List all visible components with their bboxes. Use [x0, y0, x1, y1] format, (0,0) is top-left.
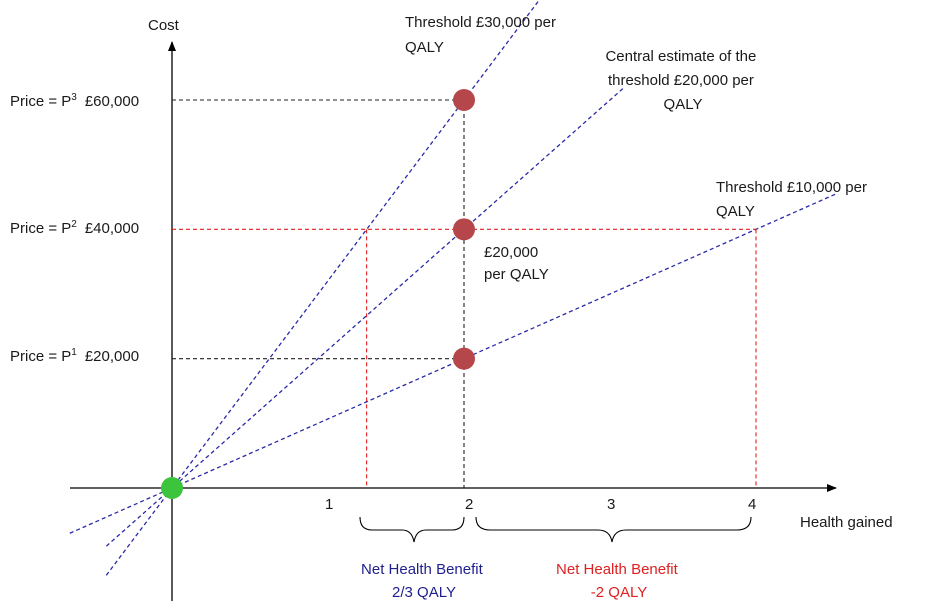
point-annotation: £20,000 per QALY: [484, 244, 549, 283]
price-p2-label: Price = P2 £40,000: [10, 219, 139, 237]
data-points: [161, 89, 475, 499]
price-p1-label: Price = P1 £20,000: [10, 347, 139, 365]
x-tick-labels: 1 2 3 4: [325, 496, 756, 513]
threshold-30000-line: [105, 0, 541, 576]
x-tick-label: 2: [465, 496, 473, 513]
price-p2-point: [453, 218, 475, 241]
net-benefit-right-brace: [475, 516, 752, 543]
threshold-10000-line: [69, 193, 837, 534]
net-benefit-left-label: Net Health Benefit 2/3 QALY: [361, 561, 487, 601]
price-guides: [172, 99, 757, 488]
threshold-lines: [69, 0, 837, 576]
x-axis-label: Health gained: [800, 514, 893, 531]
origin-point: [161, 477, 183, 499]
price-labels: Price = P3 £60,000 Price = P2 £40,000 Pric…: [10, 92, 139, 365]
net-benefit-left-brace: [359, 516, 465, 543]
price-p1-point: [453, 347, 475, 370]
threshold-10000-label: Threshold £10,000 per QALY: [716, 179, 871, 220]
threshold-20000-line: [105, 86, 626, 547]
y-axis-label: Cost: [148, 17, 180, 34]
x-tick-label: 4: [748, 496, 756, 513]
threshold-30000-label: Threshold £30,000 per QALY: [405, 14, 560, 56]
price-p3-label: Price = P3 £60,000: [10, 92, 139, 110]
net-benefit-right-label: Net Health Benefit -2 QALY: [556, 561, 682, 601]
x-tick-label: 1: [325, 496, 333, 513]
threshold-20000-label: Central estimate of the threshold £20,00…: [605, 48, 760, 113]
x-tick-label: 3: [607, 496, 615, 513]
price-p3-point: [453, 89, 475, 111]
